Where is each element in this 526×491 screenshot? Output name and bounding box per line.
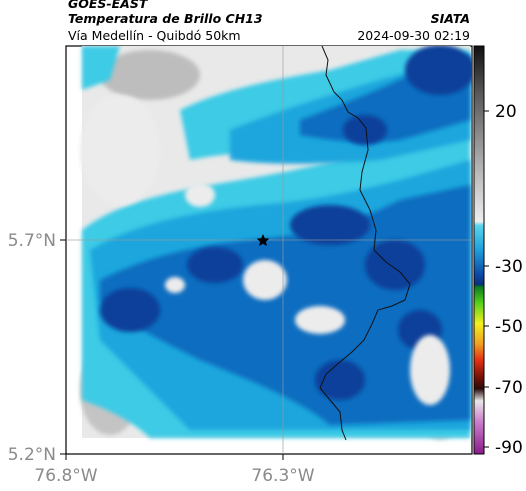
timestamp-label: 2024-09-30 02:19 xyxy=(357,28,470,43)
org-label: SIATA xyxy=(430,11,470,26)
y-tick-label: 5.2°N xyxy=(8,445,56,465)
colorbar-label: -70 xyxy=(495,378,523,398)
colorbar: 20 -30 -50 -70 -90 xyxy=(473,45,523,458)
colorbar-label: -30 xyxy=(495,257,523,277)
brightness-temperature-field xyxy=(80,46,472,440)
x-tick-label: 76.3°W xyxy=(251,466,314,486)
region-subtitle: Vía Medellín - Quibdó 50km xyxy=(68,28,241,43)
y-tick-label: 5.7°N xyxy=(8,231,56,251)
star-icon xyxy=(256,234,270,246)
x-tick-label: 76.8°W xyxy=(34,466,97,486)
boundary-line xyxy=(319,45,411,441)
colorbar-label: 20 xyxy=(495,102,517,122)
product-title: Temperatura de Brillo CH13 xyxy=(68,11,263,26)
colorbar-scale xyxy=(473,45,485,455)
colorbar-label: -50 xyxy=(495,317,523,337)
colorbar-label: -90 xyxy=(495,438,523,458)
satellite-title: GOES-EAST xyxy=(68,0,148,11)
